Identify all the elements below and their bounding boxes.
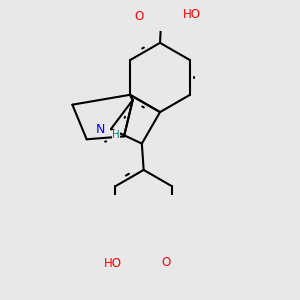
Text: HO: HO — [183, 8, 201, 21]
Text: O: O — [161, 256, 170, 269]
Text: O: O — [134, 10, 143, 23]
Text: N: N — [96, 123, 106, 136]
Text: HO: HO — [104, 257, 122, 271]
Text: H: H — [112, 130, 120, 140]
